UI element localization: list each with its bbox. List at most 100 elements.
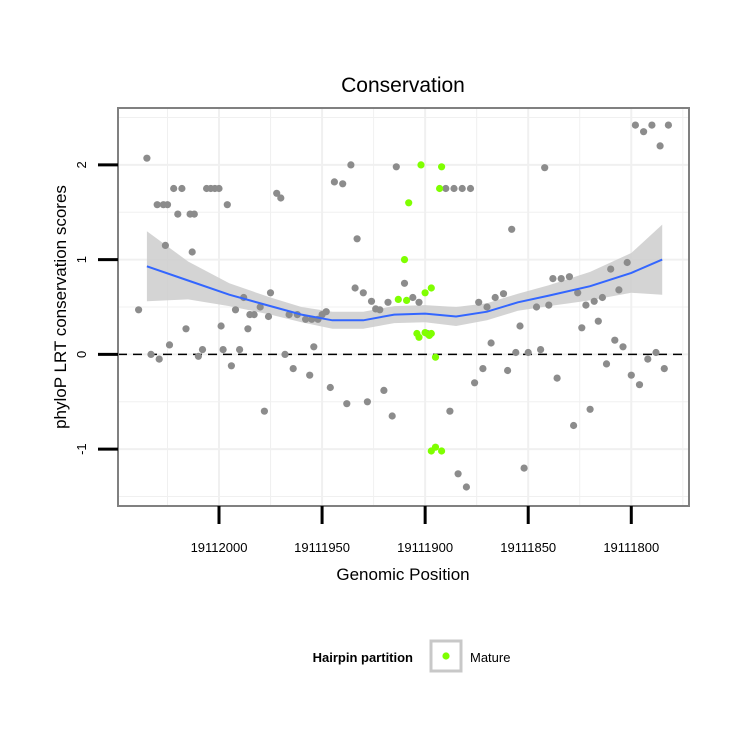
data-point (244, 325, 252, 333)
data-point (541, 164, 549, 172)
y-axis-ticks: -1 0 1 2 (74, 161, 118, 455)
data-point (652, 348, 660, 357)
data-point (236, 346, 244, 354)
data-point (454, 470, 462, 478)
data-point (462, 483, 470, 491)
loess-smooth-line (146, 258, 663, 322)
data-point-mature (400, 256, 409, 264)
data-point (363, 398, 371, 406)
data-point (549, 275, 557, 283)
legend-key-mature-swatch (442, 652, 450, 660)
data-point (602, 360, 611, 368)
data-point (153, 201, 161, 209)
data-point (415, 298, 423, 306)
data-point-mature (438, 163, 446, 171)
data-point (660, 365, 668, 373)
legend-label-mature: Mature (470, 650, 510, 665)
data-point (322, 308, 330, 316)
data-point (343, 400, 351, 408)
data-point (565, 273, 574, 281)
x-tick-label: 19111850 (500, 540, 556, 555)
data-point (446, 407, 454, 415)
data-point (466, 184, 475, 193)
data-point (339, 180, 347, 188)
data-point (219, 346, 227, 354)
data-point (170, 184, 178, 193)
data-point-mature (436, 184, 444, 193)
data-point (178, 184, 186, 193)
confidence-ribbon-layer (146, 224, 663, 329)
data-point (273, 189, 281, 197)
data-point-mature (417, 161, 425, 169)
data-point (277, 194, 285, 202)
x-axis-title: Genomic Position (336, 565, 469, 584)
data-point (504, 366, 512, 375)
data-point (165, 341, 174, 349)
data-point-mature (438, 447, 446, 455)
data-point (590, 297, 598, 305)
data-point (479, 365, 487, 373)
data-point (648, 121, 656, 129)
data-point (532, 303, 541, 311)
data-point (619, 343, 627, 351)
data-point (545, 301, 553, 309)
data-point (524, 348, 532, 357)
data-point (302, 315, 310, 323)
data-point (194, 352, 202, 360)
data-point (508, 225, 516, 233)
plot-panel-border (117, 107, 690, 507)
points-default-layer (135, 121, 673, 491)
data-point (188, 248, 196, 256)
data-point (392, 163, 400, 171)
x-tick-label: 19112000 (191, 540, 248, 555)
y-axis-title: phyloP LRT conservation scores (51, 185, 70, 429)
data-point (359, 289, 367, 297)
x-tick-label: 19111900 (397, 540, 453, 555)
data-point (499, 290, 508, 298)
data-point (384, 298, 392, 306)
data-point (615, 286, 623, 294)
data-point (611, 336, 619, 344)
data-point-mature (405, 199, 413, 207)
data-point-mature (427, 329, 435, 338)
data-point (163, 201, 172, 209)
data-point (306, 371, 314, 379)
data-point (516, 322, 524, 330)
data-point (607, 265, 615, 273)
data-point (256, 303, 264, 311)
data-point-mature (431, 353, 440, 361)
data-point (553, 374, 561, 382)
data-point-mature (394, 295, 402, 303)
data-point (475, 298, 483, 306)
data-point (198, 346, 207, 354)
data-point (161, 241, 169, 249)
data-point (631, 121, 640, 129)
data-point-mature (431, 443, 440, 451)
chart-title: Conservation (341, 74, 465, 97)
data-point (594, 317, 602, 325)
data-point (347, 161, 355, 169)
data-point (217, 322, 225, 330)
legend: Hairpin partition Mature (313, 639, 510, 673)
data-point (635, 381, 644, 389)
data-point (147, 350, 155, 358)
data-point (372, 305, 380, 313)
data-point-mature (415, 333, 423, 341)
confidence-ribbon (146, 224, 663, 329)
data-point (367, 297, 376, 305)
data-point (471, 379, 479, 387)
data-point (400, 279, 409, 287)
data-point (264, 312, 273, 321)
data-point (409, 293, 417, 302)
data-point (557, 275, 565, 283)
data-point (512, 348, 520, 357)
data-point (135, 306, 143, 314)
data-point (310, 343, 318, 351)
data-point (623, 258, 631, 267)
data-point (570, 421, 578, 430)
data-point (250, 311, 258, 319)
data-point (281, 350, 289, 358)
points-mature-layer (394, 161, 446, 455)
data-point (260, 407, 268, 415)
legend-key-box (429, 639, 463, 673)
